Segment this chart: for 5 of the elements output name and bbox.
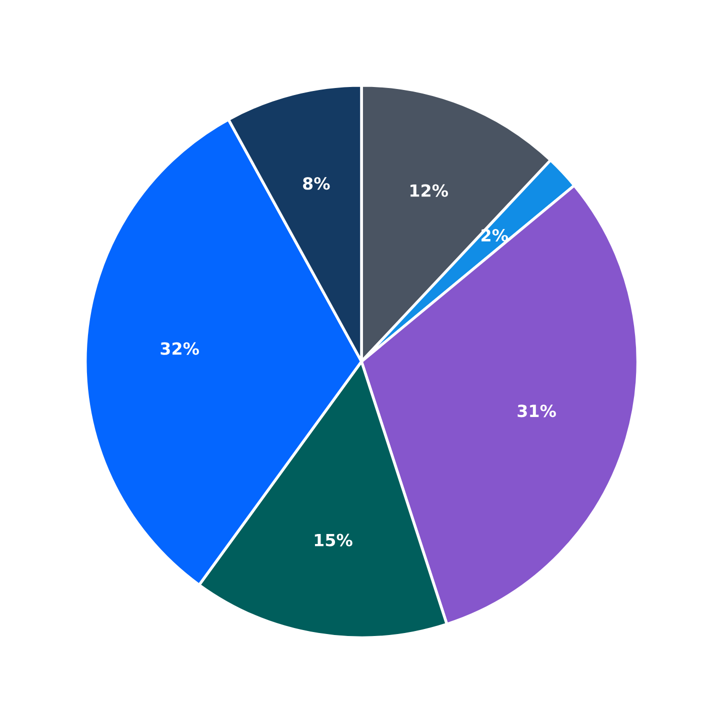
data-label: 15%: [314, 534, 352, 546]
data-label: 12%: [410, 184, 448, 197]
data-label: 8%: [303, 177, 330, 190]
data-label: 31%: [518, 404, 556, 418]
data-label: 32%: [160, 342, 199, 355]
